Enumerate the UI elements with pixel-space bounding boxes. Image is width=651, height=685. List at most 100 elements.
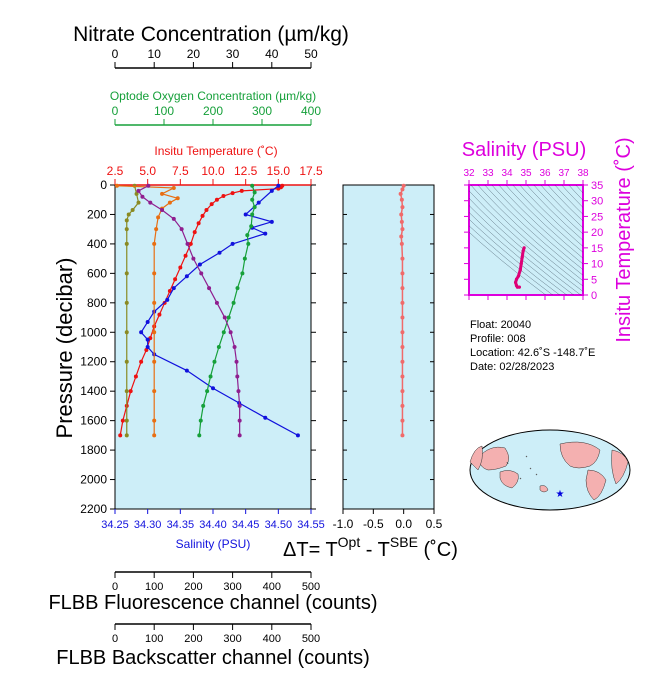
oxygen-point — [201, 403, 206, 408]
oxygen-point — [240, 271, 245, 276]
nitrate-point — [124, 389, 129, 394]
oxygen-point — [208, 374, 213, 379]
temperature-point — [167, 289, 172, 294]
salinity-point — [139, 330, 144, 335]
ts-density-contour — [469, 212, 568, 295]
ts-density-contour — [469, 231, 547, 295]
pressure-tick-label: 2000 — [80, 473, 107, 487]
delta-t-label-opt: Opt — [338, 534, 361, 550]
temperature-point — [204, 208, 209, 213]
nitrate-tick-label: 40 — [265, 47, 279, 61]
oxygen-point — [197, 433, 202, 438]
backscatter-point — [214, 300, 219, 305]
backscatter-point — [140, 194, 145, 199]
ts-point — [517, 285, 521, 289]
salinity-point — [145, 337, 150, 342]
ts-density-contours — [469, 185, 583, 295]
temperature-point — [178, 265, 183, 270]
delta-t-point — [399, 241, 404, 246]
map-land-south-america — [585, 469, 607, 501]
nitrate-tick-label: 0 — [112, 47, 119, 61]
oxygen-point — [250, 183, 255, 188]
delta-t-point — [400, 256, 405, 261]
salinity-axis-title: Salinity (PSU) — [176, 537, 251, 551]
delta-t-x-tick-label: 0.5 — [426, 517, 443, 531]
fluorescence-point — [171, 185, 176, 190]
temperature-point — [230, 191, 235, 196]
oxygen-point — [205, 389, 210, 394]
oxygen-point — [246, 241, 251, 246]
pressure-tick-label: 2200 — [80, 502, 107, 516]
salinity-point — [145, 319, 150, 324]
info-float: Float: 20040 — [470, 319, 531, 331]
fluorescence-point — [152, 359, 157, 364]
fluorescence-point — [175, 196, 180, 201]
delta-t-x-tick-label: -1.0 — [333, 517, 354, 531]
oxygen-point — [198, 418, 203, 423]
temperature-point — [200, 213, 205, 218]
fluorescence-point — [152, 300, 157, 305]
delta-t-chart: -1.0 -0.5 0.0 0.5 — [333, 183, 443, 531]
backscatter-point — [235, 374, 240, 379]
ts-density-contour — [469, 218, 561, 295]
fluorescence-tick-label: 0 — [112, 581, 118, 593]
backscatter-tick-label: 500 — [302, 633, 320, 645]
nitrate-point — [124, 300, 129, 305]
backscatter-point — [232, 345, 237, 349]
backscatter-point — [185, 241, 190, 246]
backscatter-tick-label: 300 — [223, 633, 241, 645]
ts-y-tick-label: 0 — [591, 290, 597, 302]
nitrate-tick-label: 30 — [226, 47, 240, 61]
ts-density-contour — [519, 185, 583, 247]
map-land-north-america — [559, 441, 601, 469]
salinity-point — [295, 433, 300, 438]
ts-density-contour — [477, 185, 583, 282]
ts-point — [519, 261, 523, 266]
nitrate-axis-title: Nitrate Concentration (µm/kg) — [73, 23, 349, 46]
nitrate-point — [126, 212, 131, 217]
temperature-tick-label: 5.0 — [139, 164, 156, 178]
salinity-point — [269, 188, 274, 193]
backscatter-point — [207, 286, 212, 291]
salinity-tick-label: 34.40 — [199, 519, 227, 531]
delta-t-point — [401, 183, 406, 188]
oxygen-point — [221, 330, 226, 335]
ts-density-contour — [547, 185, 583, 222]
salinity-point — [184, 368, 189, 373]
temperature-point — [157, 312, 162, 317]
backscatter-axis-title: FLBB Backscatter channel (counts) — [56, 647, 369, 669]
temperature-point — [120, 418, 125, 423]
oxygen-point — [226, 315, 231, 320]
temperature-point — [188, 241, 193, 246]
salinity-tick-label: 34.35 — [167, 519, 195, 531]
oxygen-point — [212, 359, 217, 364]
salinity-tick-label: 34.30 — [134, 519, 162, 531]
delta-t-point — [400, 271, 405, 276]
pressure-tick-label: 1600 — [80, 414, 107, 428]
ts-density-contour — [505, 185, 583, 259]
pressure-tick-label: 600 — [87, 266, 107, 280]
oxygen-point — [242, 256, 247, 261]
ts-point — [513, 280, 518, 285]
nitrate-point — [124, 418, 129, 423]
backscatter-point — [237, 403, 242, 408]
ts-x-tick-label: 32 — [463, 168, 475, 179]
backscatter-tick-label: 0 — [112, 633, 118, 645]
salinity-point — [263, 415, 268, 420]
main-profile-chart: 0200400600800100012001400160018002000220… — [80, 47, 324, 645]
backscatter-point — [228, 330, 233, 335]
backscatter-point — [160, 208, 165, 213]
ts-x-tick-label: 37 — [558, 168, 570, 179]
ts-point — [522, 246, 526, 250]
oxygen-point — [250, 212, 255, 217]
oxygen-point — [231, 300, 236, 305]
ts-x-tick-label: 33 — [482, 168, 494, 179]
salinity-tick-label: 34.45 — [232, 519, 260, 531]
delta-t-axis-title: ΔT= TOpt - TSBE (˚C) — [283, 534, 458, 561]
nitrate-point — [136, 200, 141, 205]
fluorescence-point — [152, 418, 157, 423]
backscatter-tick-label: 200 — [184, 633, 202, 645]
salinity-point — [171, 286, 176, 291]
fluorescence-tick-label: 300 — [223, 581, 241, 593]
ts-density-contour — [469, 190, 583, 292]
